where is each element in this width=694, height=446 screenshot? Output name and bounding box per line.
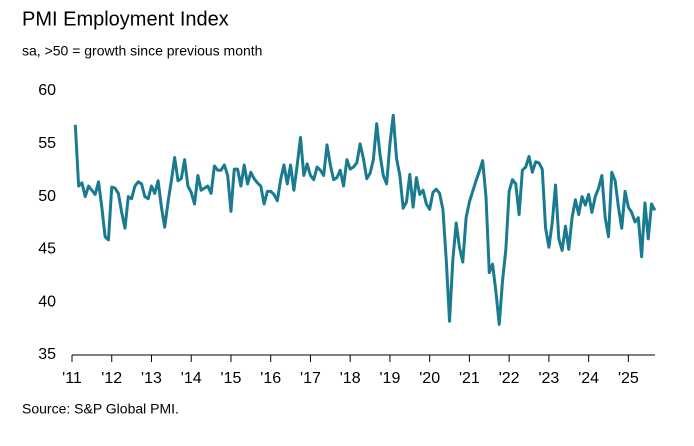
x-tick-label: '15 [221,370,242,387]
x-tick-label: '18 [340,370,361,387]
x-tick-label: '20 [419,370,440,387]
x-tick-label: '21 [459,370,480,387]
chart-title: PMI Employment Index [22,8,229,30]
y-tick-label: 55 [38,135,56,152]
y-tick-label: 60 [38,82,56,99]
source-note: Source: S&P Global PMI. [22,401,179,417]
x-tick-label: '12 [101,370,122,387]
x-tick-label: '17 [300,370,321,387]
y-tick-label: 40 [38,293,56,310]
x-tick-label: '23 [538,370,559,387]
y-tick-label: 35 [38,346,56,363]
y-tick-label: 45 [38,241,56,258]
chart-subtitle: sa, >50 = growth since previous month [22,43,262,59]
y-tick-label: 50 [38,188,56,205]
x-tick-label: '13 [141,370,162,387]
x-tick-label: '22 [499,370,520,387]
x-tick-label: '25 [618,370,639,387]
x-tick-label: '16 [260,370,281,387]
data-line [73,113,657,326]
x-tick-label: '24 [578,370,599,387]
x-tick-label: '11 [62,370,82,387]
x-tick-label: '19 [379,370,400,387]
x-tick-label: '14 [181,370,202,387]
